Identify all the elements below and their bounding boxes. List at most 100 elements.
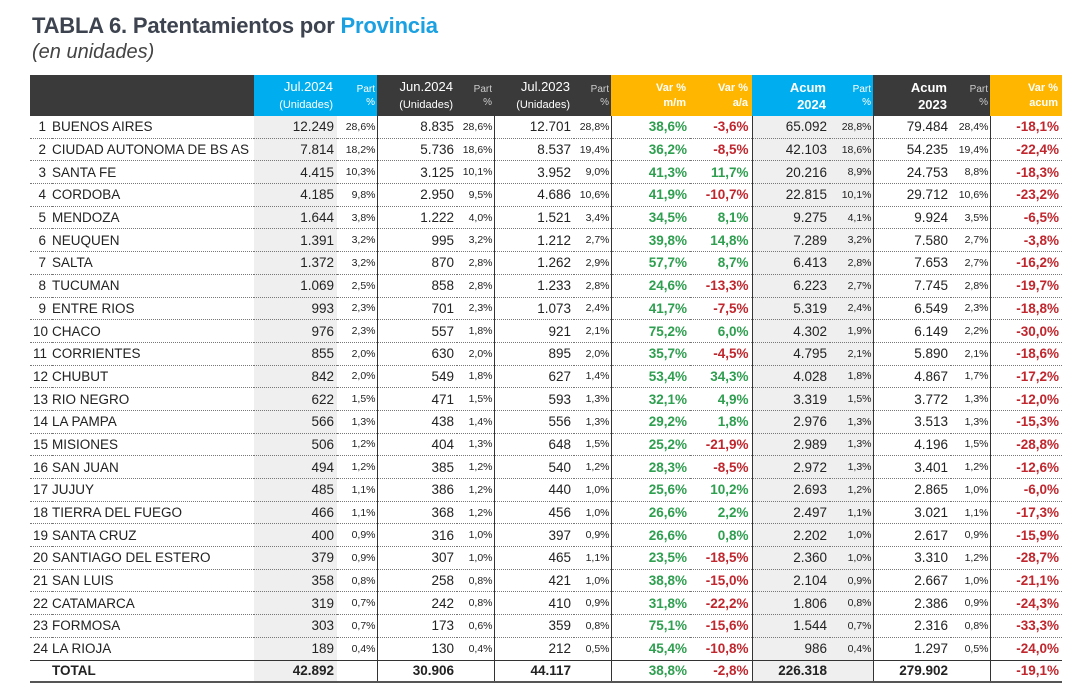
cell-part-jul2024: 3,2%	[337, 228, 377, 253]
cell-var-aa: -10,8%	[690, 637, 752, 661]
table-row: 8 TUCUMAN 1.069 2,5% 858 2,8% 1.233 2,8% 24,6% -1…	[30, 274, 1062, 298]
cell-province: LA RIOJA	[52, 637, 254, 661]
table-row: 22 CATAMARCA 319 0,7% 242 0,8% 410 0,9% 31,8% -22…	[30, 591, 1062, 616]
cell-var-mm: 34,5%	[610, 206, 690, 230]
cell-var-acum: -18,8%	[989, 297, 1062, 321]
cell-province: SANTA CRUZ	[52, 523, 254, 548]
cell-part-jul2024: 3,8%	[337, 206, 377, 230]
cell-var-aa: -8,5%	[690, 455, 752, 479]
cell-acum2023: 5.890	[872, 342, 951, 366]
cell-part-jun2024: 0,8%	[457, 569, 494, 593]
cell-jul2023: 540	[493, 455, 574, 479]
cell-province: JUJUY	[52, 478, 254, 502]
cell-part-acum2023: 1,2%	[951, 455, 990, 479]
table-row: 1 BUENOS AIRES 12.249 28,6% 8.835 28,6% 12.701…	[30, 116, 1062, 139]
cell-var-mm: 23,5%	[610, 546, 690, 570]
cell-acum2024: 3.319	[751, 387, 830, 411]
cell-acum2023: 29.712	[872, 183, 951, 207]
cell-var-aa: 11,7%	[690, 160, 752, 185]
cell-jun2024: 307	[376, 546, 457, 570]
cell-part-jun2024: 1,2%	[457, 478, 494, 502]
provinces-table: Jul.2024 (Unidades) Part% Jun.2024 (Unidad…	[30, 75, 1062, 683]
cell-part-acum2024: 1,2%	[830, 478, 873, 502]
cell-part-acum2024: 0,8%	[830, 591, 873, 616]
cell-part-jul2023: 0,9%	[574, 591, 611, 616]
cell-jul2023: 1.212	[493, 228, 574, 253]
cell-acum2024: 6.413	[751, 251, 830, 275]
cell-part-acum2023: 3,5%	[951, 206, 990, 230]
cell-part-acum2024: 1,1%	[830, 501, 873, 525]
cell-var-acum: -16,2%	[989, 251, 1062, 275]
cell-jun2024: 242	[376, 591, 457, 616]
table-row: 21 SAN LUIS 358 0,8% 258 0,8% 421 1,0% 38,8% -15,…	[30, 569, 1062, 593]
cell-part-acum2023: 0,9%	[951, 591, 990, 616]
cell-jul2024: 12.249	[254, 116, 337, 139]
cell-acum2023: 1.297	[872, 637, 951, 661]
cell-jul2024: 855	[254, 342, 337, 366]
cell-part-acum2023: 1,3%	[951, 387, 990, 411]
cell-jun2024: 870	[376, 251, 457, 275]
table-row: 16 SAN JUAN 494 1,2% 385 1,2% 540 1,2% 28,3% -8,5…	[30, 455, 1062, 479]
cell-rank: 4	[30, 183, 52, 207]
cell-province: MENDOZA	[52, 206, 254, 230]
header-part-acum2024: Part%	[830, 75, 873, 116]
cell-province: CHUBUT	[52, 365, 254, 389]
cell-part-jul2023: 1,3%	[574, 387, 611, 411]
header-part-jun2024: Part%	[457, 75, 494, 116]
cell-part-acum2024: 1,8%	[830, 365, 873, 389]
cell-jul2024: 494	[254, 455, 337, 479]
cell-acum2024: 2.989	[751, 433, 830, 457]
cell-jun2024: 30.906	[376, 659, 457, 683]
header-acum2024: Acum 2024	[752, 75, 830, 116]
cell-jul2023: 1.262	[493, 251, 574, 275]
cell-var-acum: -17,3%	[989, 501, 1062, 525]
cell-province: SAN JUAN	[52, 455, 254, 479]
cell-var-aa: -7,5%	[690, 297, 752, 321]
cell-jun2024: 386	[376, 478, 457, 502]
cell-acum2024: 9.275	[751, 206, 830, 230]
header-var-acum: Var % acum	[990, 75, 1062, 116]
cell-part-acum2024: 1,0%	[830, 523, 873, 548]
cell-part-jun2024: 1,3%	[457, 433, 494, 457]
cell-rank: 19	[30, 523, 52, 548]
cell-jul2024: 976	[254, 319, 337, 343]
cell-jun2024: 557	[376, 319, 457, 343]
cell-part-jun2024: 0,4%	[457, 637, 494, 661]
cell-rank	[30, 659, 52, 683]
cell-part-acum2024: 1,9%	[830, 319, 873, 343]
cell-province: TIERRA DEL FUEGO	[52, 501, 254, 525]
cell-jul2024: 379	[254, 546, 337, 570]
cell-acum2023: 6.549	[872, 297, 951, 321]
cell-part-acum2024: 1,3%	[830, 410, 873, 434]
cell-var-aa: 1,8%	[690, 410, 752, 434]
cell-jul2023: 212	[493, 637, 574, 661]
cell-part-jun2024: 1,0%	[457, 523, 494, 548]
cell-part-acum2024: 0,4%	[830, 637, 873, 661]
cell-var-mm: 41,3%	[610, 160, 690, 185]
table-row: 11 CORRIENTES 855 2,0% 630 2,0% 895 2,0% 35,7% -4…	[30, 342, 1062, 366]
cell-acum2024: 2.497	[751, 501, 830, 525]
table-row: 23 FORMOSA 303 0,7% 173 0,6% 359 0,8% 75,1% -15,6…	[30, 614, 1062, 638]
cell-province: SANTIAGO DEL ESTERO	[52, 546, 254, 570]
cell-jun2024: 438	[376, 410, 457, 434]
cell-rank: 3	[30, 160, 52, 185]
cell-jul2024: 4.185	[254, 183, 337, 207]
cell-var-acum: -28,7%	[989, 546, 1062, 570]
cell-acum2024: 4.302	[751, 319, 830, 343]
cell-var-mm: 25,6%	[610, 478, 690, 502]
cell-part-acum2023: 1,3%	[951, 410, 990, 434]
cell-var-mm: 28,3%	[610, 455, 690, 479]
cell-province: CATAMARCA	[52, 591, 254, 616]
cell-part-jul2024: 1,5%	[337, 387, 377, 411]
cell-var-acum: -19,7%	[989, 274, 1062, 298]
cell-part-acum2023: 2,8%	[951, 274, 990, 298]
cell-jul2023: 397	[493, 523, 574, 548]
cell-part-acum2023: 10,6%	[951, 183, 990, 207]
cell-part-acum2024: 10,1%	[830, 183, 873, 207]
cell-acum2023: 2.865	[872, 478, 951, 502]
cell-var-acum: -18,6%	[989, 342, 1062, 366]
cell-var-aa: 8,7%	[690, 251, 752, 275]
cell-part-acum2024: 2,8%	[830, 251, 873, 275]
cell-part-jul2024: 0,7%	[337, 591, 377, 616]
cell-acum2023: 3.021	[872, 501, 951, 525]
